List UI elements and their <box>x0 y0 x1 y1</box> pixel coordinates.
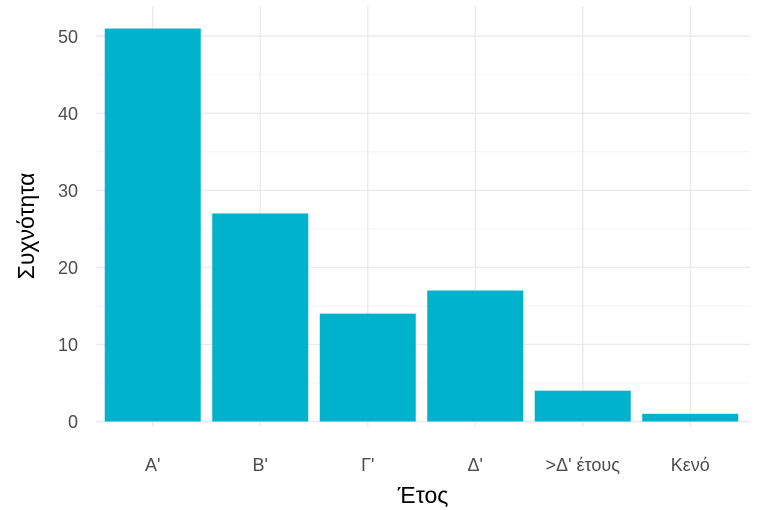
x-tick-label: Κενό <box>671 455 710 475</box>
x-tick-label: Α' <box>145 455 160 475</box>
y-tick-label: 40 <box>58 104 78 124</box>
y-axis-ticks: 0 10 20 30 40 50 <box>58 27 78 432</box>
y-tick-label: 30 <box>58 181 78 201</box>
bar <box>427 290 524 422</box>
y-tick-label: 50 <box>58 27 78 47</box>
x-tick-label: Δ' <box>468 455 483 475</box>
bar <box>534 390 631 422</box>
bar <box>104 28 201 422</box>
x-tick-label: Β' <box>253 455 268 475</box>
x-tick-label: Γ' <box>361 455 374 475</box>
bar <box>642 413 739 422</box>
x-tick-label: >Δ' έτους <box>546 455 621 475</box>
bar <box>212 213 309 422</box>
x-axis-ticks: Α' Β' Γ' Δ' >Δ' έτους Κενό <box>145 455 710 475</box>
y-tick-label: 20 <box>58 258 78 278</box>
x-axis-title: Έτος <box>397 482 449 508</box>
bars <box>104 28 739 422</box>
bar <box>319 313 416 422</box>
y-tick-label: 10 <box>58 335 78 355</box>
y-tick-label: 0 <box>68 412 78 432</box>
y-axis-title: Συχνότητα <box>13 173 39 280</box>
